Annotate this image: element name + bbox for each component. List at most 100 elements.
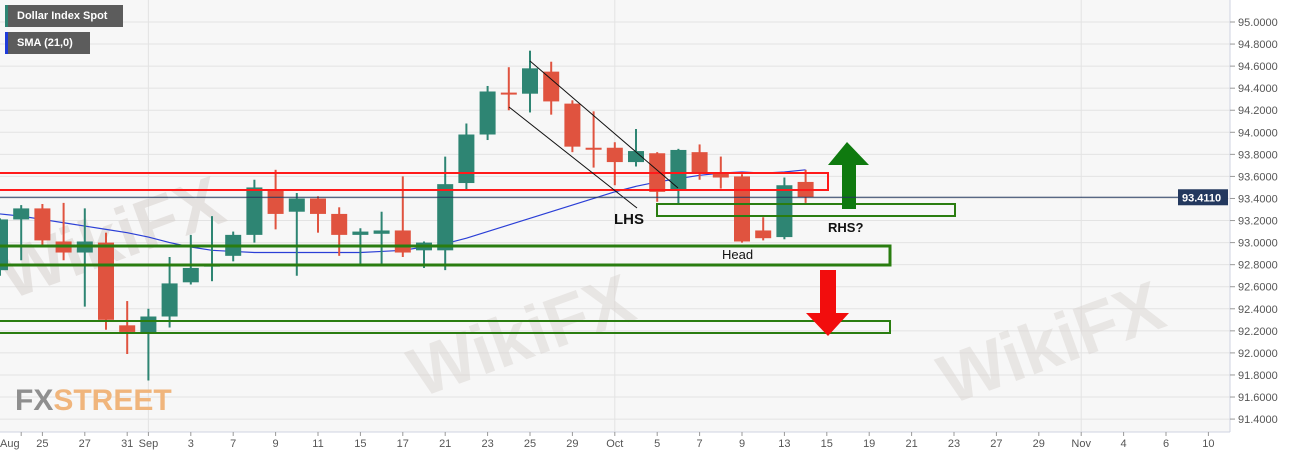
x-tick-label: 10	[1202, 438, 1214, 450]
x-tick-label: Aug	[0, 438, 20, 450]
x-tick-label: 25	[524, 438, 536, 450]
sma-color-swatch	[5, 32, 8, 54]
y-tick-label: 92.2000	[1238, 326, 1278, 338]
candle-body	[310, 198, 326, 214]
lhs-label: LHS	[614, 211, 644, 228]
candle-body	[628, 151, 644, 163]
candle-body	[606, 147, 623, 163]
legend-sma[interactable]: SMA (21,0)	[5, 32, 90, 54]
y-tick-label: 94.2000	[1238, 105, 1278, 117]
candle	[628, 128, 644, 167]
annotations: LHS Head RHS?	[0, 60, 956, 336]
rhs-zone	[656, 203, 956, 217]
y-tick-label: 92.4000	[1238, 304, 1278, 316]
x-tick-label: 9	[739, 438, 745, 450]
x-tick-label: Oct	[606, 438, 623, 450]
candle-body	[352, 231, 369, 235]
x-tick-label: 29	[566, 438, 578, 450]
up-arrow-icon	[828, 142, 869, 209]
candle	[564, 100, 581, 153]
candle-body	[691, 152, 708, 173]
lower-support-zone	[0, 320, 891, 334]
candle-body	[670, 149, 687, 190]
candle	[500, 67, 517, 111]
x-tick-label: 23	[481, 438, 493, 450]
candle	[119, 301, 136, 355]
legend-instrument[interactable]: Dollar Index Spot	[5, 5, 123, 27]
candle	[437, 156, 454, 271]
x-tick-label: 9	[273, 438, 279, 450]
y-tick-label: 94.8000	[1238, 39, 1278, 51]
last-price-value: 93.4110	[1182, 192, 1221, 204]
candle-body	[479, 91, 496, 135]
y-tick-label: 91.4000	[1238, 414, 1278, 426]
y-tick-label: 91.6000	[1238, 392, 1278, 404]
candle-body	[500, 92, 517, 95]
candle-body	[712, 172, 729, 178]
candle-body	[13, 208, 30, 220]
y-tick-label: 93.2000	[1238, 216, 1278, 228]
candle	[479, 85, 496, 141]
y-tick-label: 94.6000	[1238, 61, 1278, 73]
y-tick-label: 91.8000	[1238, 370, 1278, 382]
x-tick-label: 4	[1121, 438, 1127, 450]
x-axis: Aug 25 27 31 Sep 3 7 9 11 15 17 21 23 25 29 Oct 5 7 9 13 15 1…	[0, 432, 1215, 450]
candle-body	[331, 213, 348, 235]
candle	[34, 203, 51, 245]
candle-body	[755, 230, 772, 239]
rhs-label: RHS?	[828, 220, 863, 235]
candle	[310, 196, 326, 233]
candle-body	[34, 208, 51, 241]
y-tick-label: 93.4000	[1238, 193, 1278, 205]
candle-body	[119, 325, 136, 332]
x-tick-label: 31	[121, 438, 133, 450]
candle-body	[182, 267, 199, 283]
x-tick-label: 15	[821, 438, 833, 450]
x-tick-label: Sep	[139, 438, 159, 450]
x-tick-label: 27	[990, 438, 1002, 450]
x-tick-label: 27	[79, 438, 91, 450]
last-price-line: 93.4110	[0, 189, 1228, 206]
candle-body	[373, 230, 390, 234]
candle-body	[267, 189, 284, 214]
candle	[670, 148, 687, 204]
candle	[543, 61, 560, 115]
candle-body	[437, 184, 454, 251]
y-axis: 95.0000 94.8000 94.6000 94.4000 94.2000 94.00…	[1230, 17, 1278, 426]
resistance-zone	[0, 172, 829, 191]
candle-body	[585, 147, 602, 150]
x-tick-label: 21	[439, 438, 451, 450]
candle-body	[98, 242, 114, 320]
x-tick-label: 25	[36, 438, 48, 450]
candle-body	[140, 316, 157, 334]
candle-body	[394, 230, 411, 253]
candle	[522, 50, 538, 113]
x-tick-label: 17	[397, 438, 409, 450]
legend-instrument-label: Dollar Index Spot	[17, 10, 108, 22]
x-tick-label: 7	[230, 438, 236, 450]
candle	[585, 111, 602, 168]
candle	[331, 207, 348, 256]
y-tick-label: 93.0000	[1238, 238, 1278, 250]
y-tick-label: 94.4000	[1238, 83, 1278, 95]
y-tick-label: 92.0000	[1238, 348, 1278, 360]
candle	[288, 192, 305, 276]
candle-body	[161, 283, 178, 317]
y-tick-label: 93.6000	[1238, 171, 1278, 183]
x-tick-label: 19	[863, 438, 875, 450]
x-tick-label: 7	[697, 438, 703, 450]
head-label: Head	[722, 247, 753, 262]
candle	[161, 256, 178, 328]
down-arrow-icon	[806, 270, 849, 336]
x-tick-label: 13	[778, 438, 790, 450]
last-price-badge	[1178, 189, 1228, 206]
x-tick-label: 29	[1033, 438, 1045, 450]
candle	[182, 234, 199, 285]
candle-body	[734, 176, 750, 242]
candles	[0, 50, 814, 381]
y-tick-label: 93.8000	[1238, 149, 1278, 161]
x-tick-label: 5	[654, 438, 660, 450]
candle	[267, 169, 284, 230]
instrument-color-swatch	[5, 5, 8, 27]
